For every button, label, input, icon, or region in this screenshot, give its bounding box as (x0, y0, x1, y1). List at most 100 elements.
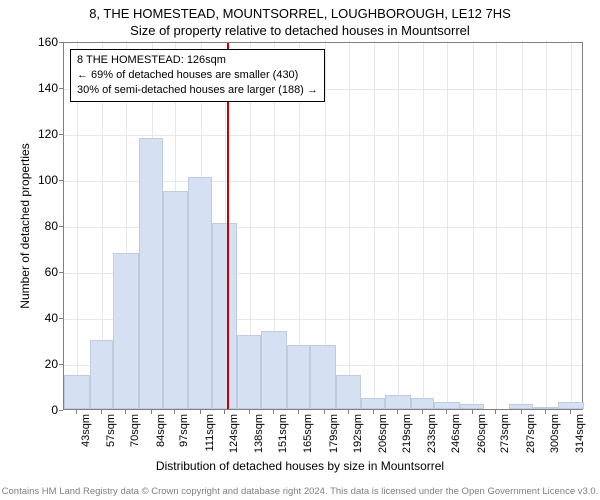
gridline-v (349, 43, 350, 409)
x-tick-mark (324, 410, 325, 414)
x-tick-label: 273sqm (499, 414, 511, 453)
histogram-bar (212, 223, 238, 409)
y-tick-mark (59, 180, 63, 181)
annotation-line-3: 30% of semi-detached houses are larger (… (77, 83, 318, 98)
x-tick-mark (125, 410, 126, 414)
x-tick-label: 192sqm (352, 414, 364, 453)
plot-area: 8 THE HOMESTEAD: 126sqm ← 69% of detache… (63, 42, 583, 410)
histogram-bar (460, 404, 484, 409)
y-tick-label: 80 (18, 219, 58, 233)
chart-title-address: 8, THE HOMESTEAD, MOUNTSORREL, LOUGHBORO… (0, 6, 600, 21)
x-tick-label: 287sqm (525, 414, 537, 453)
x-tick-label: 300sqm (549, 414, 561, 453)
x-tick-mark (422, 410, 423, 414)
annotation-line-2: ← 69% of detached houses are smaller (43… (77, 68, 318, 83)
footer-attribution: Contains HM Land Registry data © Crown c… (0, 486, 600, 497)
x-tick-label: 84sqm (155, 414, 167, 447)
y-tick-label: 20 (18, 357, 58, 371)
x-tick-mark (101, 410, 102, 414)
y-tick-label: 100 (18, 173, 58, 187)
histogram-bar (188, 177, 212, 409)
x-tick-mark (397, 410, 398, 414)
x-tick-label: 151sqm (277, 414, 289, 453)
histogram-bar (533, 407, 559, 409)
histogram-bar (336, 375, 362, 410)
gridline-v (522, 43, 523, 409)
histogram-bar (558, 402, 584, 409)
x-tick-label: 233sqm (426, 414, 438, 453)
y-tick-label: 40 (18, 311, 58, 325)
x-tick-mark (495, 410, 496, 414)
y-tick-mark (59, 88, 63, 89)
gridline-v (571, 43, 572, 409)
x-axis-label: Distribution of detached houses by size … (0, 459, 600, 473)
x-tick-label: 124sqm (228, 414, 240, 453)
x-tick-mark (224, 410, 225, 414)
x-tick-mark (249, 410, 250, 414)
histogram-bar (113, 253, 139, 409)
y-tick-label: 140 (18, 81, 58, 95)
histogram-bar (163, 191, 189, 410)
y-tick-mark (59, 272, 63, 273)
y-tick-label: 120 (18, 127, 58, 141)
x-tick-label: 165sqm (302, 414, 314, 453)
y-tick-mark (59, 410, 63, 411)
x-tick-mark (151, 410, 152, 414)
x-tick-mark (545, 410, 546, 414)
histogram-bar (361, 398, 385, 410)
y-tick-mark (59, 226, 63, 227)
histogram-bar (287, 345, 311, 409)
histogram-bar (261, 331, 287, 409)
histogram-bar (310, 345, 336, 409)
x-tick-label: 219sqm (401, 414, 413, 453)
x-tick-label: 246sqm (450, 414, 462, 453)
histogram-bar (64, 375, 90, 410)
histogram-bar (237, 335, 261, 409)
x-tick-label: 260sqm (476, 414, 488, 453)
gridline-v (496, 43, 497, 409)
x-tick-mark (174, 410, 175, 414)
y-tick-label: 0 (18, 403, 58, 417)
y-tick-label: 160 (18, 35, 58, 49)
y-tick-mark (59, 134, 63, 135)
x-tick-label: 206sqm (377, 414, 389, 453)
gridline-v (473, 43, 474, 409)
histogram-bar (90, 340, 114, 409)
x-tick-mark (570, 410, 571, 414)
property-size-histogram: 8, THE HOMESTEAD, MOUNTSORREL, LOUGHBORO… (0, 0, 600, 500)
histogram-bar (434, 402, 460, 409)
x-tick-mark (76, 410, 77, 414)
x-tick-label: 97sqm (178, 414, 190, 447)
x-tick-mark (373, 410, 374, 414)
x-tick-mark (348, 410, 349, 414)
y-tick-mark (59, 364, 63, 365)
x-tick-label: 314sqm (574, 414, 586, 453)
x-tick-mark (200, 410, 201, 414)
y-tick-mark (59, 42, 63, 43)
histogram-bar (411, 398, 435, 410)
gridline-v (398, 43, 399, 409)
gridline-h (64, 135, 582, 136)
x-tick-label: 179sqm (328, 414, 340, 453)
gridline-v (374, 43, 375, 409)
x-tick-mark (472, 410, 473, 414)
x-tick-label: 111sqm (204, 414, 216, 452)
annotation-line-1: 8 THE HOMESTEAD: 126sqm (77, 53, 318, 68)
x-tick-mark (446, 410, 447, 414)
histogram-bar (139, 138, 163, 409)
x-tick-label: 43sqm (80, 414, 92, 447)
x-tick-label: 138sqm (253, 414, 265, 453)
gridline-v (423, 43, 424, 409)
annotation-box: 8 THE HOMESTEAD: 126sqm ← 69% of detache… (70, 49, 325, 102)
x-tick-mark (273, 410, 274, 414)
x-tick-mark (521, 410, 522, 414)
x-tick-label: 57sqm (105, 414, 117, 447)
histogram-bar (509, 404, 533, 409)
gridline-v (546, 43, 547, 409)
histogram-bar (385, 395, 411, 409)
x-tick-mark (298, 410, 299, 414)
y-tick-label: 60 (18, 265, 58, 279)
chart-title-desc: Size of property relative to detached ho… (0, 23, 600, 38)
gridline-v (447, 43, 448, 409)
y-tick-mark (59, 318, 63, 319)
